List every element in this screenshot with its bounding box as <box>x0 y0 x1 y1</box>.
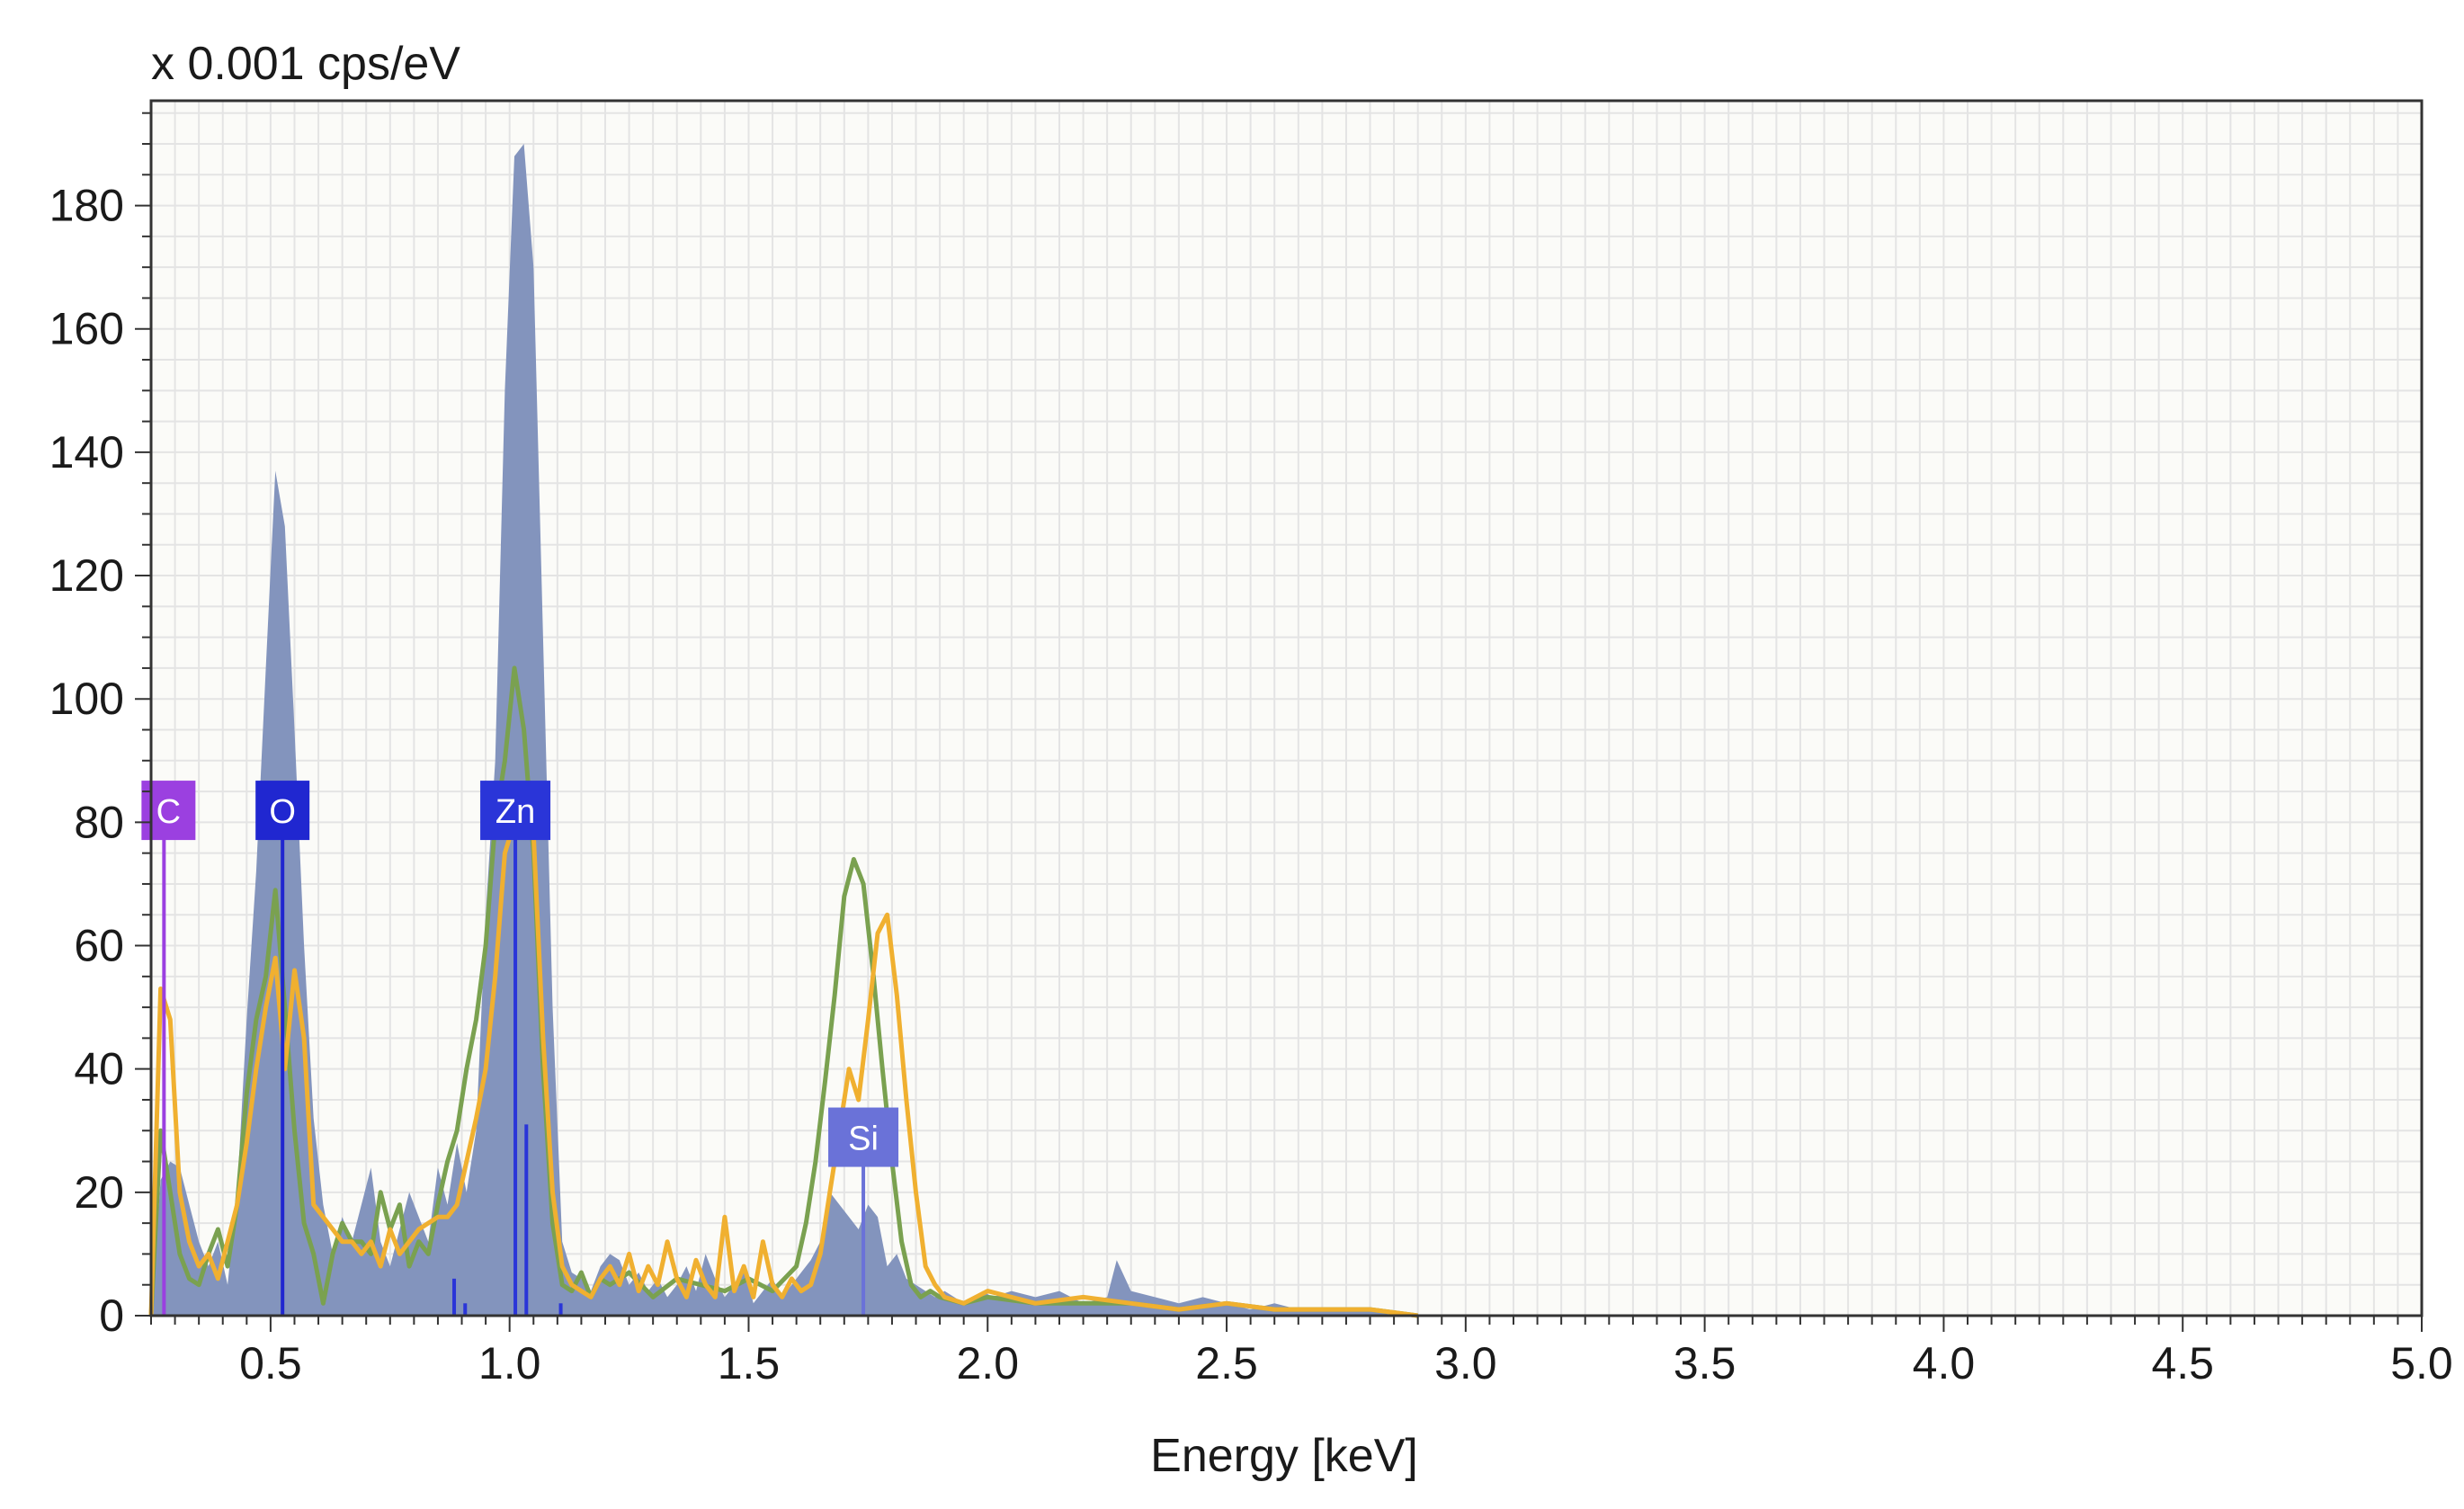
x-axis-title: Energy [keV] <box>1150 1430 1418 1482</box>
y-axis-title: x 0.001 cps/eV <box>151 38 460 90</box>
x-tick-label: 5.0 <box>2390 1338 2453 1388</box>
x-tick-label: 4.5 <box>2151 1338 2214 1388</box>
y-tick-label: 100 <box>49 674 124 724</box>
element-label-o: O <box>269 793 296 831</box>
y-tick-label: 40 <box>74 1044 124 1094</box>
x-tick-label: 1.5 <box>718 1338 781 1388</box>
x-tick-label: 3.5 <box>1674 1338 1736 1388</box>
element-label-si: Si <box>848 1121 879 1158</box>
x-tick-label: 2.0 <box>957 1338 1020 1388</box>
plot-frame <box>149 99 2424 1317</box>
element-badge-zn <box>480 781 551 841</box>
x-tick-label: 1.0 <box>478 1338 541 1388</box>
axes <box>135 99 2424 1332</box>
element-badge-o <box>255 781 310 841</box>
y-tick-label: 0 <box>99 1290 124 1341</box>
y-tick-label: 160 <box>49 304 124 354</box>
element-badge-si <box>828 1107 899 1167</box>
x-tick-label: 3.0 <box>1434 1338 1497 1388</box>
y-tick-label: 180 <box>49 181 124 231</box>
element-label-zn: Zn <box>495 793 535 831</box>
y-tick-label: 80 <box>74 797 124 847</box>
y-tick-label: 60 <box>74 921 124 971</box>
x-tick-label: 0.5 <box>239 1338 302 1388</box>
y-tick-label: 140 <box>49 427 124 478</box>
x-tick-label: 2.5 <box>1195 1338 1258 1388</box>
series-area-0 <box>151 144 1418 1316</box>
element-label-c: C <box>156 793 181 831</box>
y-tick-label: 20 <box>74 1167 124 1218</box>
x-tick-label: 4.0 <box>1913 1338 1976 1388</box>
series-line-2 <box>148 789 1419 1318</box>
y-tick-label: 120 <box>49 550 124 601</box>
tick-labels: 0 20 40 60 80 100 120 140 160 180 0.5 1.0 1.5 2.0 2.5 3… <box>49 181 2453 1388</box>
